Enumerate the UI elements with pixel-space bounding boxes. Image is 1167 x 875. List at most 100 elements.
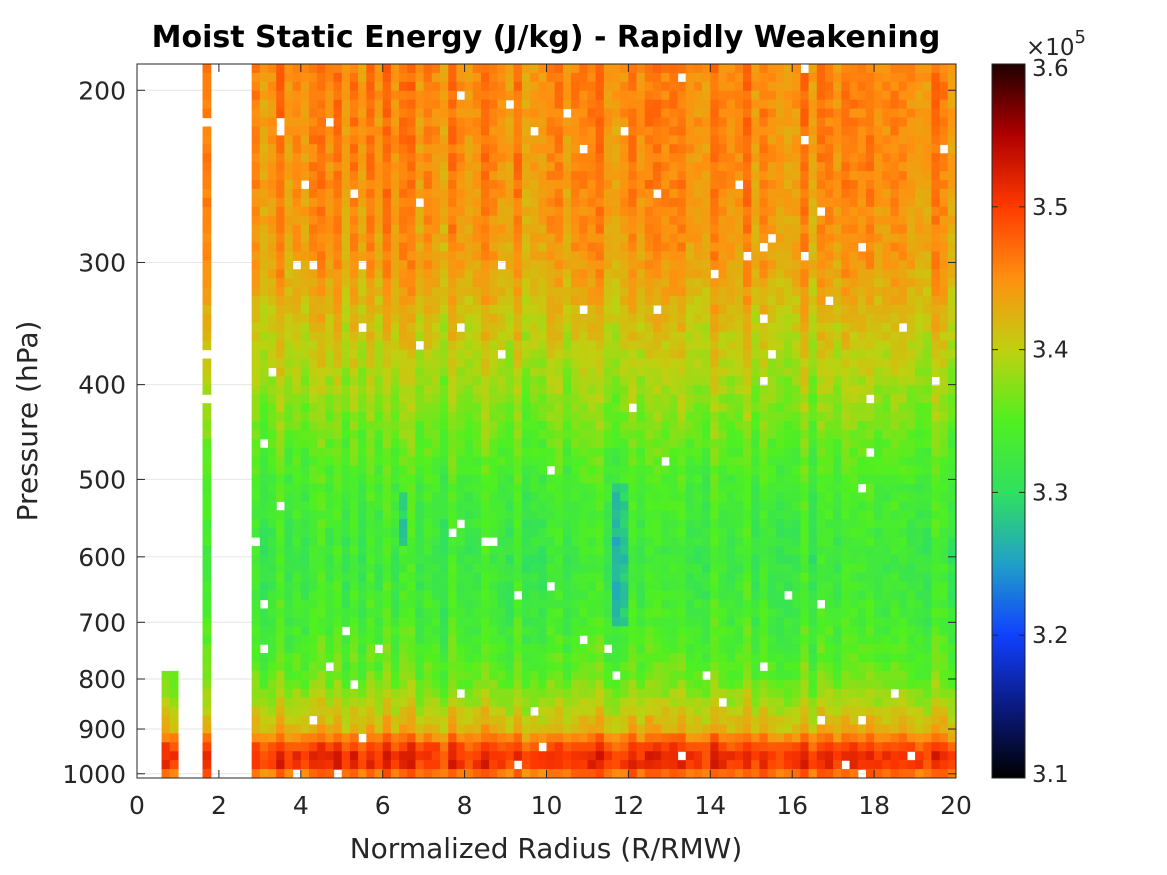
heatmap-cell [661,144,670,154]
heatmap-cell [284,590,294,601]
heatmap-cell [661,296,670,306]
heatmap-cell [652,724,662,734]
heatmap-cell [300,349,310,360]
heatmap-cell [448,287,458,297]
heatmap-cell [743,635,752,645]
heatmap-cell [636,188,646,199]
heatmap-cell [202,313,212,324]
heatmap-cell [440,670,449,681]
heatmap-cell [259,474,269,485]
heatmap-cell [259,519,269,529]
heatmap-cell [710,617,720,627]
heatmap-cell [644,206,654,217]
heatmap-cell [726,492,736,502]
heatmap-cell [513,421,523,431]
heatmap-cell [276,528,286,538]
heatmap-cell [743,81,752,92]
heatmap-cell [603,510,613,520]
heatmap-cell [292,679,302,690]
heatmap-cell [341,769,351,778]
heatmap-cell [603,528,613,538]
heatmap-cell [612,590,621,601]
heatmap-cell [513,724,523,734]
heatmap-cell [382,117,392,128]
heatmap-cell [595,403,605,413]
heatmap-cell [366,117,376,128]
heatmap-cell [440,144,449,154]
heatmap-cell [734,626,744,636]
heatmap-cell [734,278,744,288]
heatmap-cell [268,572,277,583]
heatmap-cell [407,349,417,360]
heatmap-cell [382,385,392,395]
heatmap-cell [480,751,490,761]
heatmap-cell [513,519,523,529]
heatmap-cell [612,296,621,306]
heatmap-cell [464,358,474,369]
heatmap-cell [423,206,433,217]
heatmap-cell [595,99,605,110]
heatmap-cell [464,197,474,208]
heatmap-cell [595,394,605,404]
heatmap-cell [317,340,326,351]
heatmap-cell [530,599,539,610]
heatmap-cell [276,180,286,190]
heatmap-cell [456,188,466,199]
heatmap-cell [472,376,482,386]
heatmap-cell [366,706,376,717]
heatmap-cell [423,108,433,119]
heatmap-cell [497,769,507,778]
heatmap-cell [562,599,572,610]
heatmap-cell [571,287,580,297]
heatmap-cell [456,304,466,315]
heatmap-cell [325,742,335,752]
heatmap-cell [276,492,286,502]
heatmap-cell [620,322,629,333]
heatmap-cell [399,706,408,717]
heatmap-cell [251,492,261,502]
heatmap-cell [571,144,580,154]
heatmap-cell [440,412,449,422]
heatmap-cell [628,126,638,136]
heatmap-cell [693,769,703,778]
heatmap-cell [661,188,670,199]
heatmap-cell [579,403,589,413]
heatmap-cell [505,670,515,681]
heatmap-cell [546,769,556,778]
heatmap-cell [382,760,392,770]
heatmap-cell [431,260,441,270]
heatmap-cell [464,706,474,717]
heatmap-cell [554,322,564,333]
heatmap-cell [677,126,687,136]
heatmap-cell [472,438,482,449]
heatmap-cell [702,688,711,699]
heatmap-cell [390,626,400,636]
heatmap-cell [333,224,343,235]
heatmap-cell [571,590,580,601]
heatmap-cell [612,108,621,119]
heatmap-cell [636,99,646,110]
heatmap-cell [366,81,376,92]
heatmap-cell [505,385,515,395]
heatmap-cell [505,545,515,556]
heatmap-cell [677,724,687,734]
heatmap-cell [251,81,261,92]
heatmap-cell [456,563,466,574]
heatmap-cell [710,733,720,743]
heatmap-cell [390,688,400,699]
heatmap-cell [571,697,580,708]
heatmap-cell [702,599,711,610]
heatmap-cell [497,421,507,431]
heatmap-cell [743,661,752,672]
heatmap-cell [702,528,711,538]
heatmap-cell [530,135,539,145]
heatmap-cell [538,697,548,708]
heatmap-cell [702,474,711,485]
heatmap-cell [308,501,318,511]
heatmap-cell [341,206,351,217]
heatmap-cell [644,322,654,333]
heatmap-cell [251,340,261,351]
heatmap-cell [661,233,670,244]
heatmap-cell [456,296,466,306]
